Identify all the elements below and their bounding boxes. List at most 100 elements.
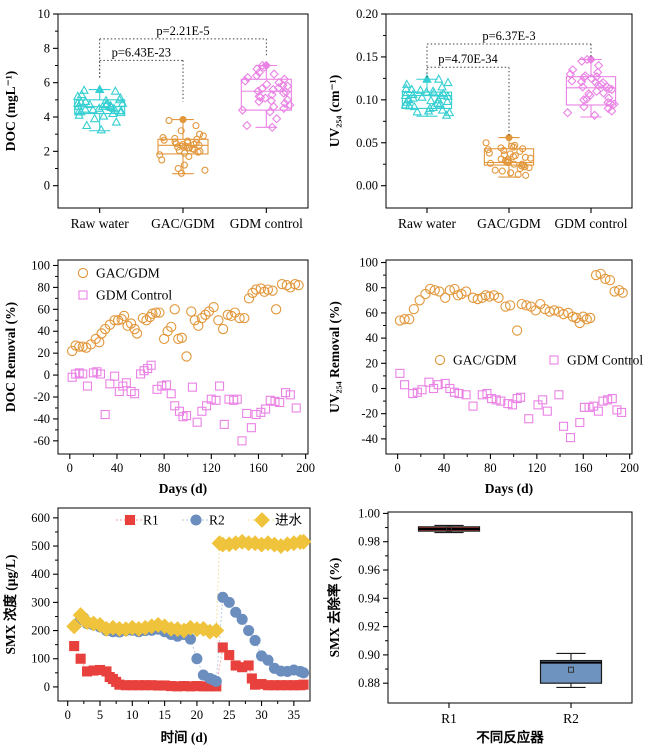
svg-text:8: 8 bbox=[44, 41, 50, 55]
svg-text:Days (d): Days (d) bbox=[485, 481, 533, 496]
svg-text:0.90: 0.90 bbox=[358, 648, 380, 662]
svg-text:GDM control: GDM control bbox=[230, 216, 303, 231]
svg-text:100: 100 bbox=[359, 256, 378, 270]
svg-text:100: 100 bbox=[31, 258, 50, 272]
svg-text:40: 40 bbox=[438, 461, 451, 475]
svg-text:DOC (mgL⁻¹): DOC (mgL⁻¹) bbox=[3, 71, 18, 152]
svg-text:GDM Control: GDM Control bbox=[567, 353, 643, 368]
svg-text:20: 20 bbox=[38, 346, 51, 360]
svg-text:200: 200 bbox=[620, 461, 639, 475]
svg-text:80: 80 bbox=[484, 461, 497, 475]
svg-text:20: 20 bbox=[191, 708, 204, 722]
svg-text:GAC/GDM: GAC/GDM bbox=[96, 266, 160, 281]
smx-removal-plot: 0.88 0.90 0.92 0.94 0.96 0.98 1.00 R1 R2 SMX 去除率 … bbox=[326, 506, 633, 745]
svg-text:GAC/GDM: GAC/GDM bbox=[477, 216, 541, 231]
chart-uv254-boxplot: 0.00 0.05 0.10 0.15 0.20 Raw water GAC/GDM GDM … bbox=[324, 0, 648, 250]
svg-text:40: 40 bbox=[38, 324, 51, 338]
svg-text:25: 25 bbox=[223, 708, 236, 722]
svg-text:80: 80 bbox=[38, 280, 51, 294]
doc-removal-plot: -60 -40 -20 0 20 40 60 80 100 0 40 80 120 160 200 DOC R… bbox=[3, 258, 315, 496]
svg-text:200: 200 bbox=[31, 624, 50, 638]
svg-text:R1: R1 bbox=[143, 513, 159, 528]
svg-text:500: 500 bbox=[31, 539, 50, 553]
svg-text:0.10: 0.10 bbox=[356, 93, 378, 107]
svg-text:200: 200 bbox=[296, 461, 315, 475]
svg-text:0.88: 0.88 bbox=[358, 676, 380, 690]
svg-text:p=2.21E-5: p=2.21E-5 bbox=[156, 24, 209, 38]
svg-text:0.20: 0.20 bbox=[356, 7, 378, 21]
svg-text:0.94: 0.94 bbox=[358, 591, 381, 605]
svg-text:40: 40 bbox=[366, 331, 379, 345]
smx-conc-plot: 0 100 200 300 400 500 600 0 5 10 15 20 25 30 35 SMX 浓度 … bbox=[2, 507, 312, 745]
svg-text:5: 5 bbox=[97, 708, 103, 722]
svg-text:Days (d): Days (d) bbox=[159, 481, 207, 496]
svg-text:6: 6 bbox=[44, 76, 50, 90]
chart-smx-removal-boxplot: 0.88 0.90 0.92 0.94 0.96 0.98 1.00 R1 R2 SMX 去除率 … bbox=[324, 500, 648, 749]
svg-text:10: 10 bbox=[38, 7, 51, 21]
svg-text:160: 160 bbox=[574, 461, 593, 475]
svg-text:160: 160 bbox=[249, 461, 268, 475]
svg-text:600: 600 bbox=[31, 511, 50, 525]
svg-text:30: 30 bbox=[255, 708, 268, 722]
svg-text:15: 15 bbox=[158, 708, 171, 722]
svg-text:80: 80 bbox=[158, 461, 171, 475]
svg-text:0.00: 0.00 bbox=[356, 179, 378, 193]
svg-text:R1: R1 bbox=[441, 711, 457, 726]
svg-text:-40: -40 bbox=[33, 412, 50, 426]
svg-text:100: 100 bbox=[31, 652, 50, 666]
svg-text:p=6.37E-3: p=6.37E-3 bbox=[482, 29, 535, 43]
svg-text:-40: -40 bbox=[361, 432, 378, 446]
chart-smx-concentration: 0 100 200 300 400 500 600 0 5 10 15 20 25 30 35 SMX 浓度 … bbox=[0, 500, 324, 749]
svg-text:60: 60 bbox=[366, 306, 379, 320]
svg-text:-20: -20 bbox=[33, 390, 50, 404]
svg-text:GAC/GDM: GAC/GDM bbox=[453, 353, 517, 368]
chart-doc-boxplot: 0 2 4 6 8 10 Raw water GAC/GDM GDM control DOC (m… bbox=[0, 0, 324, 250]
svg-text:35: 35 bbox=[288, 708, 301, 722]
svg-text:120: 120 bbox=[202, 461, 221, 475]
svg-text:GDM Control: GDM Control bbox=[96, 288, 172, 303]
svg-text:p=6.43E-23: p=6.43E-23 bbox=[112, 45, 171, 59]
svg-text:0: 0 bbox=[372, 381, 378, 395]
svg-text:0.96: 0.96 bbox=[358, 563, 380, 577]
svg-text:时间 (d): 时间 (d) bbox=[161, 729, 208, 745]
svg-text:10: 10 bbox=[126, 708, 139, 722]
svg-text:DOC Removal (%): DOC Removal (%) bbox=[3, 302, 18, 412]
svg-text:p=4.70E-34: p=4.70E-34 bbox=[438, 52, 498, 66]
svg-text:0: 0 bbox=[44, 179, 50, 193]
svg-text:GAC/GDM: GAC/GDM bbox=[151, 216, 215, 231]
svg-text:40: 40 bbox=[111, 461, 124, 475]
svg-text:0: 0 bbox=[44, 680, 50, 694]
uv-box-plot: 0.00 0.05 0.10 0.15 0.20 Raw water GAC/GDM GDM … bbox=[327, 7, 633, 231]
doc-box-plot: 0 2 4 6 8 10 Raw water GAC/GDM GDM control DOC (m… bbox=[3, 7, 309, 231]
svg-text:400: 400 bbox=[31, 567, 50, 581]
svg-text:-60: -60 bbox=[33, 434, 50, 448]
svg-text:进水: 进水 bbox=[275, 513, 302, 528]
svg-text:0.98: 0.98 bbox=[358, 535, 380, 549]
uv-removal-plot: -40 -20 0 20 40 60 80 100 0 40 80 120 160 200 UV₂₅₄ Re… bbox=[327, 256, 643, 496]
svg-text:0: 0 bbox=[67, 461, 73, 475]
svg-text:GDM control: GDM control bbox=[554, 216, 627, 231]
svg-text:1.00: 1.00 bbox=[358, 506, 380, 520]
svg-text:SMX 去除率 (%): SMX 去除率 (%) bbox=[326, 558, 342, 658]
svg-text:4: 4 bbox=[44, 110, 51, 124]
svg-text:UV₂₅₄ Removal (%): UV₂₅₄ Removal (%) bbox=[327, 301, 342, 413]
svg-text:300: 300 bbox=[31, 595, 50, 609]
svg-text:0: 0 bbox=[44, 368, 50, 382]
chart-doc-removal-scatter: -60 -40 -20 0 20 40 60 80 100 0 40 80 120 160 200 DOC R… bbox=[0, 250, 324, 500]
svg-text:Raw water: Raw water bbox=[71, 216, 130, 231]
svg-text:0: 0 bbox=[65, 708, 71, 722]
chart-uv254-removal-scatter: -40 -20 0 20 40 60 80 100 0 40 80 120 160 200 UV₂₅₄ Re… bbox=[324, 250, 648, 500]
svg-text:0.92: 0.92 bbox=[358, 620, 380, 634]
svg-text:不同反应器: 不同反应器 bbox=[476, 729, 544, 745]
svg-text:120: 120 bbox=[527, 461, 546, 475]
svg-text:R2: R2 bbox=[563, 711, 579, 726]
svg-text:0.15: 0.15 bbox=[356, 50, 378, 64]
svg-text:0.05: 0.05 bbox=[356, 136, 378, 150]
svg-text:UV₂₅₄ (cm⁻¹): UV₂₅₄ (cm⁻¹) bbox=[327, 75, 342, 147]
svg-text:SMX 浓度 (μg/L): SMX 浓度 (μg/L) bbox=[2, 555, 18, 655]
svg-text:Raw water: Raw water bbox=[398, 216, 457, 231]
svg-text:0: 0 bbox=[394, 461, 400, 475]
svg-text:80: 80 bbox=[366, 281, 379, 295]
svg-text:2: 2 bbox=[44, 144, 50, 158]
